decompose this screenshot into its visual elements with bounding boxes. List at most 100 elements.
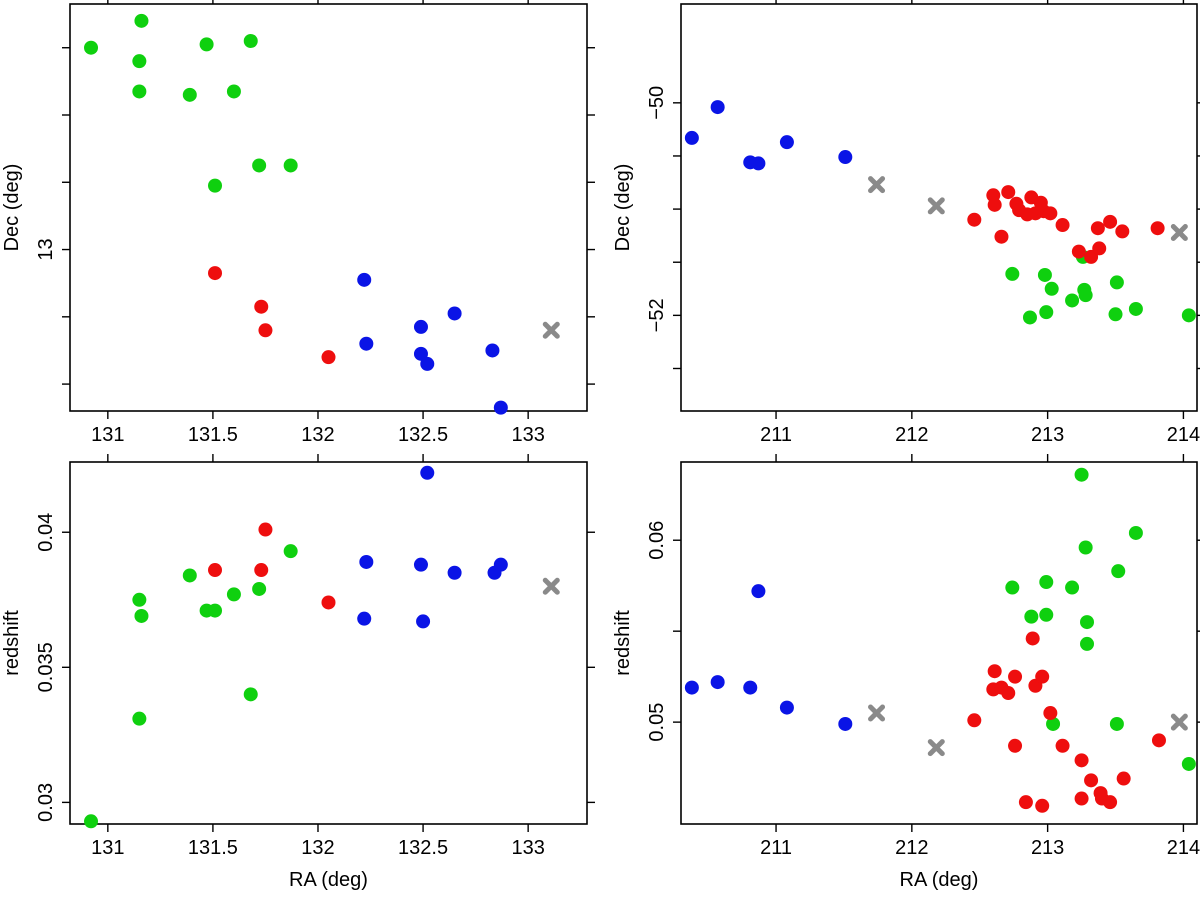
blue-data-point	[420, 465, 435, 480]
blue-data-point	[751, 156, 766, 171]
plot-frame	[69, 461, 588, 825]
green-data-point	[1039, 575, 1054, 590]
green-data-point	[1005, 580, 1020, 595]
x-tick-label: 131.5	[188, 424, 238, 446]
y-tick-label: 0.03	[35, 783, 57, 822]
blue-data-point	[447, 565, 462, 580]
green-data-point	[1078, 288, 1093, 303]
green-data-point	[1128, 525, 1143, 540]
red-data-point	[967, 212, 982, 227]
blue-data-point	[710, 100, 725, 115]
green-data-point	[1005, 266, 1020, 281]
blue-data-point	[493, 557, 508, 572]
plot-frame	[680, 461, 1198, 825]
gray-x-point	[542, 321, 560, 339]
blue-data-point	[684, 680, 699, 695]
green-data-point	[1108, 307, 1123, 322]
green-data-point	[132, 54, 147, 69]
green-data-point	[283, 158, 298, 173]
red-data-point	[1055, 218, 1070, 233]
red-data-point	[1035, 798, 1050, 813]
red-data-point	[208, 266, 223, 281]
x-tick-label: 132.5	[398, 837, 448, 859]
blue-data-point	[357, 272, 372, 287]
red-data-point	[1103, 795, 1118, 810]
red-data-point	[1115, 224, 1130, 239]
green-data-point	[1046, 716, 1061, 731]
blue-data-point	[413, 557, 428, 572]
green-data-point	[1109, 275, 1124, 290]
y-tick-label: −52	[646, 298, 668, 332]
red-data-point	[208, 563, 223, 578]
red-data-point	[1043, 206, 1058, 221]
red-data-point	[1084, 773, 1099, 788]
red-data-point	[1150, 221, 1165, 236]
gray-x-point	[868, 704, 886, 722]
green-data-point	[226, 587, 241, 602]
blue-data-point	[838, 150, 853, 165]
green-data-point	[1074, 467, 1089, 482]
blue-data-point	[779, 700, 794, 715]
green-data-point	[1078, 540, 1093, 555]
y-axis-title: Dec (deg)	[1, 164, 23, 252]
blue-data-point	[357, 611, 372, 626]
green-data-point	[1111, 564, 1126, 579]
x-tick-label: 214	[1167, 424, 1200, 446]
panel-bottom-right: 211 212 213 214 0.05 0.06 redshift RA (deg)	[612, 454, 1200, 891]
green-data-point	[134, 608, 149, 623]
red-data-point	[967, 713, 982, 728]
blue-data-point	[779, 135, 794, 150]
x-tick-label: 213	[1031, 837, 1064, 859]
green-data-point	[208, 603, 223, 618]
x-tick-label: 133	[511, 424, 544, 446]
green-data-point	[252, 581, 267, 596]
panel-bottom-left: 131 131.5 132 132.5 133 0.03 0.035 0.04 redshift…	[1, 454, 595, 891]
blue-data-point	[420, 356, 435, 371]
blue-data-point	[838, 716, 853, 731]
red-data-point	[1092, 241, 1107, 256]
red-data-point	[254, 563, 269, 578]
blue-data-point	[743, 680, 758, 695]
red-data-point	[1055, 738, 1070, 753]
blue-data-point	[485, 343, 500, 358]
red-data-point	[1018, 795, 1033, 810]
green-data-point	[243, 687, 258, 702]
gray-x-point	[1170, 223, 1188, 241]
y-axis-title: Dec (deg)	[612, 164, 634, 252]
blue-data-point	[447, 306, 462, 321]
red-data-point	[258, 522, 273, 537]
green-data-point	[1181, 308, 1196, 323]
green-data-point	[1044, 281, 1059, 296]
gray-x-point	[927, 739, 945, 757]
x-axis-title: RA (deg)	[900, 869, 979, 891]
green-data-point	[132, 84, 147, 99]
red-data-point	[1043, 706, 1058, 721]
x-tick-label: 131	[91, 837, 124, 859]
y-tick-label: 13	[35, 238, 57, 260]
red-data-point	[994, 229, 1009, 244]
blue-data-point	[359, 336, 374, 351]
x-tick-label: 131	[91, 424, 124, 446]
green-data-point	[1080, 615, 1095, 630]
x-tick-label: 212	[895, 837, 928, 859]
blue-data-point	[751, 584, 766, 599]
x-tick-label: 211	[760, 424, 792, 446]
green-data-point	[252, 158, 267, 173]
plot-frame	[69, 3, 588, 412]
red-data-point	[258, 323, 273, 338]
gray-x-point	[542, 577, 560, 595]
y-tick-label: 0.035	[35, 642, 57, 692]
panel-top-left: 131 131.5 132 132.5 133 13 Dec (deg)	[1, 0, 595, 446]
red-data-point	[987, 664, 1002, 679]
blue-data-point	[684, 130, 699, 145]
green-data-point	[1080, 636, 1095, 651]
green-data-point	[1037, 267, 1052, 282]
green-data-point	[283, 544, 298, 559]
red-data-point	[321, 595, 336, 610]
blue-data-point	[416, 614, 431, 629]
green-data-point	[1065, 293, 1080, 308]
green-data-point	[1039, 607, 1054, 622]
x-tick-label: 213	[1031, 424, 1064, 446]
blue-data-point	[493, 400, 508, 415]
